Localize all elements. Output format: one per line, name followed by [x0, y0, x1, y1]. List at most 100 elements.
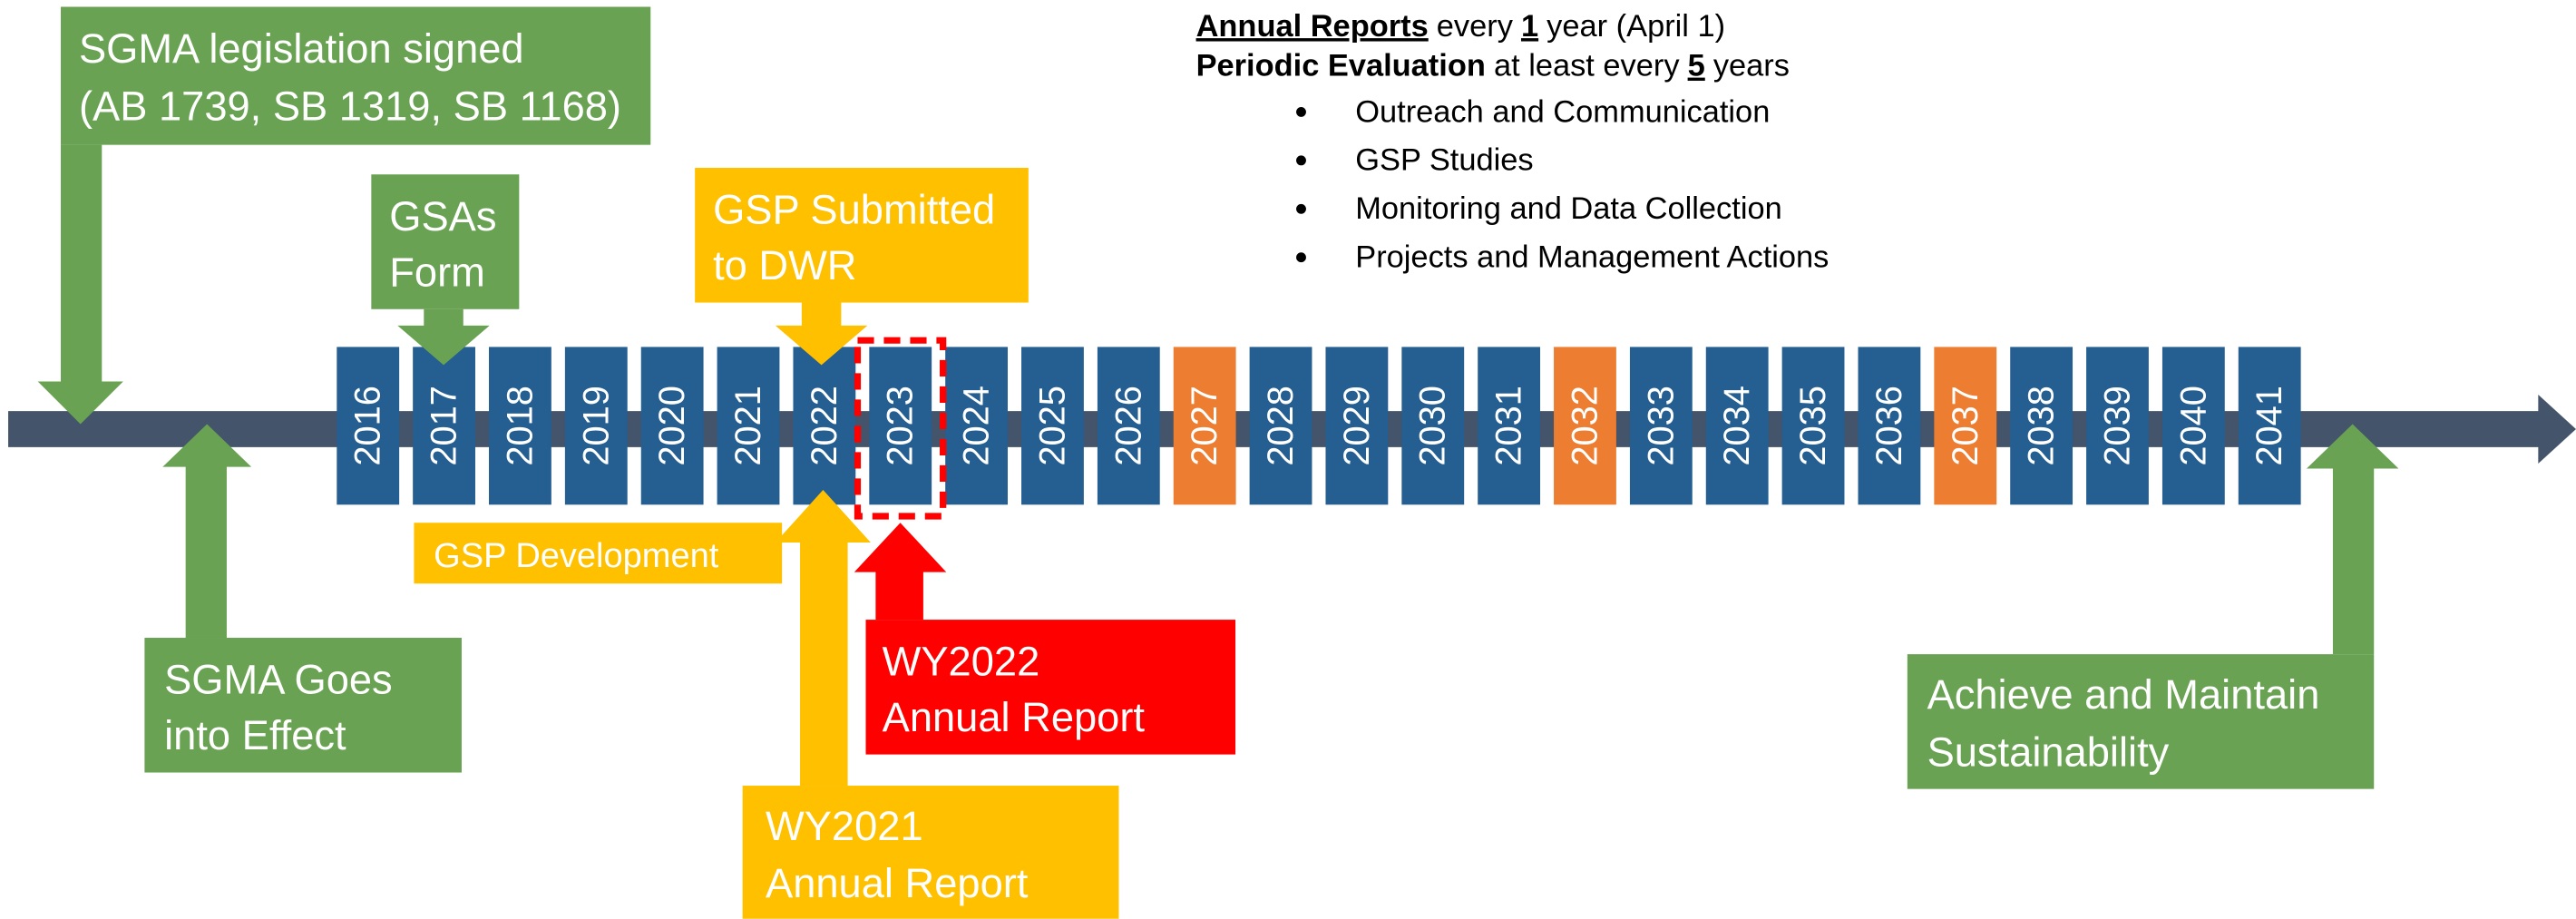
callout-box: [371, 174, 520, 309]
year-box: [1858, 347, 1921, 505]
note-line: Periodic Evaluation at least every 5 years: [1196, 49, 1790, 83]
callout-text: WY2021: [766, 803, 923, 849]
callout-text: to DWR: [713, 242, 856, 288]
arrow: [775, 302, 868, 366]
callout-text: SGMA legislation signed: [79, 25, 524, 72]
year-label: 2021: [728, 386, 768, 466]
callout-box: [144, 638, 462, 773]
year-label: 2029: [1337, 386, 1377, 466]
note-text: 1: [1521, 9, 1538, 44]
year-box: [640, 347, 704, 505]
year-box: [793, 347, 856, 505]
callout-box: [865, 620, 1236, 755]
year-box: [1249, 347, 1312, 505]
year-label: 2024: [957, 386, 997, 466]
callout-text: WY2022: [883, 639, 1040, 685]
label-text: GSP Development: [434, 537, 719, 575]
year-box: [1401, 347, 1465, 505]
year-box: [1705, 347, 1769, 505]
bullet-text: Monitoring and Data Collection: [1355, 191, 1781, 226]
note-line: Annual Reports every 1 year (April 1): [1196, 9, 1726, 44]
year-box: [1021, 347, 1084, 505]
note-text: Periodic Evaluation: [1196, 49, 1486, 83]
year-label: 2034: [1717, 386, 1757, 466]
year-label: 2035: [1793, 386, 1833, 466]
year-box: [489, 347, 551, 505]
callout-text: Achieve and Maintain: [1927, 671, 2320, 718]
arrow: [162, 424, 252, 639]
year-box: [1097, 347, 1160, 505]
year-label: 2025: [1032, 386, 1072, 466]
year-box: [1325, 347, 1389, 505]
arrow: [775, 490, 871, 787]
note-text: years: [1713, 49, 1790, 83]
note-text: year (April 1): [1547, 9, 1725, 44]
bullet-text: Outreach and Communication: [1355, 94, 1770, 129]
callout-box: [1907, 654, 2375, 789]
note-text: Annual Reports: [1196, 9, 1429, 44]
bullet-text: Projects and Management Actions: [1355, 240, 1829, 275]
bullet: [1296, 252, 1306, 263]
year-box: [1554, 347, 1616, 505]
callout-text: into Effect: [164, 712, 346, 758]
year-label: 2036: [1869, 386, 1909, 466]
note-text: 5: [1688, 49, 1705, 83]
year-box: [2086, 347, 2149, 505]
year-box: [1478, 347, 1541, 505]
year-box: [1629, 347, 1693, 505]
arrow: [854, 523, 947, 621]
callout-box: [695, 168, 1029, 303]
year-box: [2010, 347, 2073, 505]
year-box: [2238, 347, 2301, 505]
label-box: [414, 523, 783, 584]
year-label: 2018: [500, 386, 540, 466]
year-label: 2023: [881, 386, 921, 466]
bullet: [1296, 203, 1306, 214]
year-label: 2040: [2173, 386, 2213, 466]
year-box: [337, 347, 400, 505]
year-label: 2041: [2249, 386, 2289, 466]
note-text: every: [1437, 9, 1514, 44]
callout-text: Form: [389, 249, 485, 295]
year-box: [1173, 347, 1236, 505]
callout-text: Annual Report: [883, 694, 1146, 740]
callout-box: [61, 6, 651, 145]
bullet-text: GSP Studies: [1355, 143, 1533, 178]
callout-text: (AB 1739, SB 1319, SB 1168): [79, 83, 621, 129]
year-boxes: 2016 2017 2018 2019 2020 2021 2022 2023 2024 2025…: [337, 347, 2301, 505]
callout-text: SGMA Goes: [164, 657, 393, 703]
year-box: [869, 347, 932, 505]
year-label: 2019: [576, 386, 616, 466]
year-label: 2028: [1261, 386, 1301, 466]
bullet: [1296, 155, 1306, 166]
callout-text: GSAs: [389, 193, 496, 240]
year-label: 2020: [652, 386, 692, 466]
bullet: [1296, 106, 1306, 117]
year-label: 2027: [1185, 386, 1225, 466]
arrow: [397, 308, 490, 366]
year-box: [945, 347, 1009, 505]
year-label: 2030: [1413, 386, 1453, 466]
year-label: 2037: [1946, 386, 1986, 466]
arrow: [2306, 424, 2399, 655]
year-box: [564, 347, 628, 505]
callout-text: Sustainability: [1927, 728, 2170, 775]
callout-text: GSP Submitted: [713, 187, 995, 233]
year-label: 2026: [1108, 386, 1148, 466]
year-box: [1781, 347, 1845, 505]
arrow: [37, 144, 123, 425]
bullet-list: Outreach and Communication GSP Studies Mon…: [1296, 94, 1829, 275]
year-label: 2038: [2022, 386, 2062, 466]
callout-box: [742, 786, 1119, 919]
note-text: at least every: [1494, 49, 1680, 83]
year-box: [413, 347, 475, 505]
year-box: [2161, 347, 2225, 505]
year-label: 2016: [348, 386, 388, 466]
current-year-highlight: [854, 337, 947, 520]
year-box: [1934, 347, 1997, 505]
year-label: 2017: [424, 386, 464, 466]
callout-text: Annual Report: [766, 860, 1029, 906]
year-box: [717, 347, 780, 505]
year-label: 2039: [2097, 386, 2137, 466]
year-label: 2033: [1641, 386, 1681, 466]
